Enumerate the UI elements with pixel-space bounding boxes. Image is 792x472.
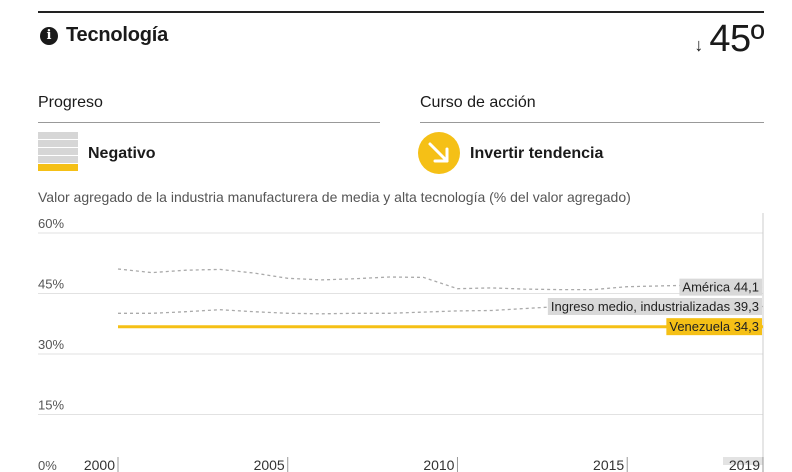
- series-label-text: América 44,1: [682, 280, 759, 295]
- y-tick-label: 15%: [38, 398, 64, 413]
- x-tick-label: 2015: [593, 457, 624, 472]
- top-rule: [38, 11, 764, 13]
- page-title: Tecnología: [66, 24, 169, 46]
- down-arrow-icon: ↓: [694, 35, 704, 55]
- progress-bar-segment: [38, 140, 78, 147]
- reverse-trend-arrow-icon: [418, 132, 460, 174]
- progress-bar-segment: [38, 164, 78, 171]
- x-tick-label: 2000: [84, 457, 115, 472]
- series-label-bg: [666, 318, 762, 336]
- chart-title: Valor agregado de la industria manufactu…: [38, 189, 631, 205]
- action-label: Curso de acción: [420, 94, 536, 111]
- series-label-bg: [547, 297, 762, 315]
- action-status: Invertir tendencia: [470, 145, 604, 162]
- x-tick-label: 2019: [729, 457, 760, 472]
- series-label-bg: [679, 278, 762, 296]
- x-tick-label: 2010: [423, 457, 454, 472]
- series-label: Venezuela 34,3: [666, 318, 762, 336]
- x-tick-label: 2005: [254, 457, 285, 472]
- y-tick-label: 0%: [38, 458, 57, 472]
- y-tick-label: 60%: [38, 216, 64, 231]
- progress-bar-segment: [38, 148, 78, 155]
- series-label-text: Ingreso medio, industrializadas 39,3: [551, 299, 759, 314]
- y-tick-label: 30%: [38, 337, 64, 352]
- action-rule: [420, 122, 764, 123]
- progress-bars-icon: [38, 132, 78, 172]
- progress-bar-segment: [38, 156, 78, 163]
- progress-label: Progreso: [38, 94, 103, 111]
- info-icon[interactable]: i: [40, 26, 58, 45]
- progress-bar-segment: [38, 132, 78, 139]
- series-label-text: Venezuela 34,3: [669, 319, 759, 334]
- series-label: Ingreso medio, industrializadas 39,3: [547, 297, 762, 315]
- y-tick-label: 45%: [38, 277, 64, 292]
- rank-value: 45º: [709, 18, 764, 60]
- last-year-highlight: [723, 457, 763, 465]
- rank-display: ↓ 45º: [694, 18, 764, 61]
- progress-status: Negativo: [88, 145, 156, 162]
- section-header: i Tecnología: [40, 24, 168, 47]
- series-label: América 44,1: [679, 278, 762, 296]
- series-line: [117, 268, 764, 291]
- progress-rule: [38, 122, 380, 123]
